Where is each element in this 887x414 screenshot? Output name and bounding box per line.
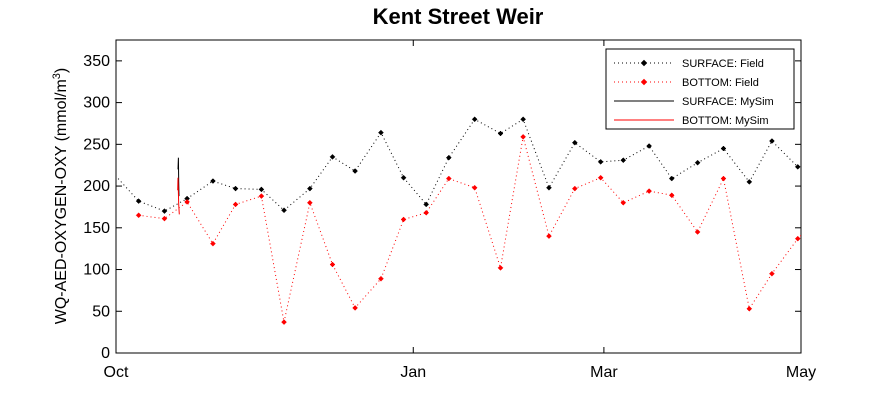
data-point (720, 145, 727, 152)
data-point (232, 185, 239, 192)
legend-marker (640, 59, 648, 67)
data-point (694, 229, 701, 235)
series-line-3 (177, 177, 180, 215)
data-point (445, 154, 452, 161)
data-point (497, 130, 504, 137)
data-point (520, 116, 526, 123)
data-point (161, 208, 168, 214)
data-point (471, 184, 478, 191)
x-axis: Oct Jan Mar May (104, 40, 816, 381)
legend-label: BOTTOM: Field (682, 77, 759, 89)
data-point (571, 139, 578, 146)
y-tick-label: 200 (83, 178, 110, 195)
data-point (307, 185, 313, 192)
data-point (646, 143, 652, 149)
data-point (423, 201, 430, 208)
legend-label: SURFACE: MySim (682, 96, 774, 108)
data-point (329, 153, 336, 160)
data-point (769, 270, 775, 277)
data-point (232, 201, 239, 208)
data-point (258, 186, 265, 193)
data-point (445, 175, 452, 182)
data-point (497, 265, 504, 271)
legend-marker (640, 78, 648, 86)
data-point (423, 209, 430, 216)
data-point (352, 305, 358, 311)
chart-title: Kent Street Weir (373, 4, 544, 29)
y-tick-label: 0 (101, 345, 110, 362)
data-point (520, 133, 526, 140)
legend-box (605, 48, 795, 130)
data-point (329, 261, 336, 268)
data-point (794, 164, 801, 170)
y-axis-label: WQ-AED-OXYGEN-OXY (mmol/m3) (51, 68, 70, 325)
x-tick-label: Oct (104, 364, 129, 381)
legend-label: BOTTOM: MySim (682, 115, 769, 127)
data-point (668, 175, 675, 182)
y-tick-label: 150 (83, 220, 110, 237)
y-axis-label-main: WQ-AED-OXYGEN-OXY (mmol/m (53, 79, 70, 324)
y-tick-label: 350 (83, 53, 110, 70)
data-point (378, 275, 384, 282)
data-point (258, 193, 265, 199)
data-point (161, 215, 168, 222)
y-tick-label: 50 (92, 303, 110, 320)
y-axis-label-close: ) (53, 68, 70, 73)
data-point (720, 175, 727, 182)
y-tick-label: 100 (83, 262, 110, 279)
data-point (571, 185, 578, 192)
data-point (281, 207, 287, 214)
data-point (400, 174, 407, 181)
data-point (210, 240, 216, 247)
data-point (794, 235, 801, 242)
data-point (378, 129, 384, 136)
data-point (110, 170, 115, 175)
data-point (400, 216, 407, 223)
data-point (620, 199, 627, 206)
legend: SURFACE: Field BOTTOM: Field SURFACE: MySi… (605, 48, 795, 130)
series-line-2 (177, 157, 180, 197)
x-tick-label: Jan (400, 364, 426, 381)
data-point (597, 174, 604, 181)
data-point (352, 168, 358, 174)
data-point (135, 212, 142, 219)
data-point (471, 116, 478, 123)
data-point (694, 159, 701, 166)
y-axis-label-superscript: 3 (51, 73, 63, 79)
x-tick-label: May (786, 364, 816, 381)
data-point (818, 144, 823, 149)
series-layer (110, 116, 823, 325)
y-tick-label: 250 (83, 136, 110, 153)
legend-label: SURFACE: Field (682, 58, 764, 70)
data-point (307, 199, 313, 206)
data-point (746, 179, 753, 185)
data-point (620, 157, 627, 164)
data-point (769, 138, 775, 144)
x-tick-label: Mar (590, 364, 618, 381)
y-axis: 0 50 100 150 200 250 300 350 (83, 53, 801, 362)
data-point (597, 159, 604, 165)
data-point (546, 184, 552, 191)
data-point (668, 192, 675, 199)
data-point (210, 178, 216, 184)
y-tick-label: 300 (83, 95, 110, 112)
data-point (746, 305, 753, 312)
data-point (646, 188, 652, 194)
data-point (184, 199, 190, 205)
data-point (281, 319, 287, 325)
data-point (135, 198, 142, 204)
data-point (818, 213, 823, 218)
data-point (546, 233, 552, 240)
